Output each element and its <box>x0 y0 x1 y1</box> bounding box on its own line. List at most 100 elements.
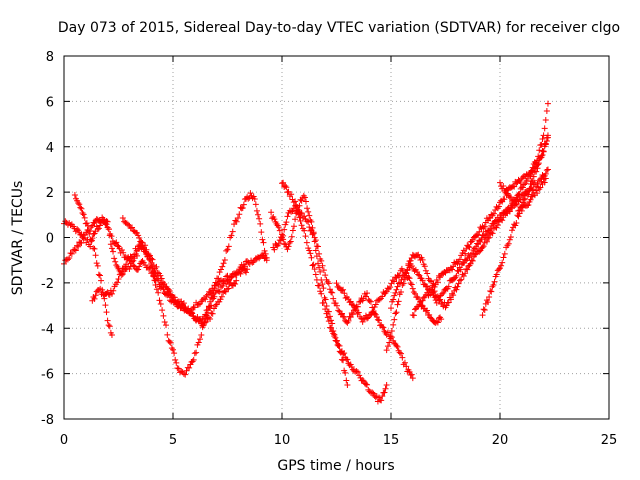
data-point <box>536 147 543 154</box>
data-point <box>148 260 155 267</box>
data-point <box>325 280 332 287</box>
data-point <box>149 263 156 270</box>
data-point <box>390 296 397 303</box>
data-point <box>507 233 514 240</box>
data-point <box>466 244 473 251</box>
data-point <box>453 272 460 279</box>
data-point <box>370 307 377 314</box>
data-point <box>253 207 260 214</box>
data-point <box>220 260 227 267</box>
data-point <box>143 251 150 258</box>
data-point <box>75 227 82 234</box>
data-point <box>537 155 544 162</box>
data-point <box>515 213 522 220</box>
data-point <box>323 303 330 310</box>
data-point <box>542 116 549 123</box>
data-point <box>437 274 444 281</box>
data-point <box>289 208 296 215</box>
data-point <box>135 266 142 273</box>
data-point <box>78 205 85 212</box>
y-tick-label: -6 <box>41 368 54 383</box>
data-point <box>359 318 366 325</box>
data-point <box>494 222 501 229</box>
data-point <box>384 329 391 336</box>
data-point <box>422 308 429 315</box>
data-point <box>388 305 394 312</box>
data-point <box>464 266 471 273</box>
data-point <box>325 318 332 325</box>
data-point <box>74 226 81 233</box>
data-point <box>544 166 551 173</box>
data-point <box>470 246 477 253</box>
data-point <box>219 263 226 270</box>
data-point <box>542 140 549 147</box>
data-point <box>340 351 347 358</box>
data-point <box>333 337 340 344</box>
data-point <box>507 194 514 201</box>
axis-ticks <box>63 55 610 420</box>
data-point <box>224 286 231 293</box>
data-point <box>191 315 198 322</box>
data-point <box>204 309 211 316</box>
data-point <box>257 220 264 227</box>
data-point <box>280 179 287 186</box>
data-point <box>203 292 210 299</box>
data-point <box>94 226 101 233</box>
data-point <box>139 242 146 249</box>
data-point <box>373 314 380 321</box>
data-point <box>543 108 550 115</box>
series-track-l <box>409 134 551 319</box>
y-axis-title: SDTVAR / TECUs <box>10 181 26 296</box>
y-tick-label: 0 <box>46 232 54 247</box>
data-point <box>120 249 127 256</box>
data-point <box>343 377 350 384</box>
data-point <box>118 247 125 254</box>
data-point <box>424 289 431 296</box>
data-point <box>411 290 418 297</box>
data-point <box>75 199 82 206</box>
data-point <box>376 296 383 303</box>
data-point <box>364 290 371 297</box>
data-point <box>483 238 490 245</box>
data-point <box>403 363 410 370</box>
data-point <box>320 267 327 274</box>
data-point <box>529 177 536 184</box>
data-point <box>379 323 386 330</box>
data-point <box>298 210 305 217</box>
data-point <box>518 207 525 214</box>
data-point <box>87 228 94 235</box>
data-point <box>292 198 299 205</box>
data-point <box>108 245 115 252</box>
data-point <box>169 297 176 304</box>
data-point <box>520 196 527 203</box>
data-point <box>94 262 101 269</box>
data-point <box>136 263 143 270</box>
data-point <box>440 289 447 296</box>
data-point <box>84 222 91 229</box>
data-point <box>213 301 220 308</box>
data-point <box>239 204 246 211</box>
data-point <box>476 228 483 235</box>
data-point <box>419 297 426 304</box>
data-point <box>190 356 197 363</box>
data-point <box>130 262 137 269</box>
data-point <box>541 179 548 186</box>
data-point <box>137 238 144 245</box>
data-point <box>458 276 465 283</box>
data-point <box>282 182 289 189</box>
data-point <box>514 200 521 207</box>
data-point <box>311 266 318 273</box>
data-point <box>499 259 506 266</box>
data-point <box>369 309 376 316</box>
data-point <box>320 299 327 306</box>
data-point <box>286 239 293 246</box>
data-point <box>369 389 376 396</box>
data-point <box>354 303 361 310</box>
data-point <box>534 180 541 187</box>
data-point <box>191 304 198 311</box>
data-point <box>74 242 81 249</box>
data-point <box>367 298 374 305</box>
data-point <box>395 298 402 305</box>
data-point <box>322 306 329 313</box>
